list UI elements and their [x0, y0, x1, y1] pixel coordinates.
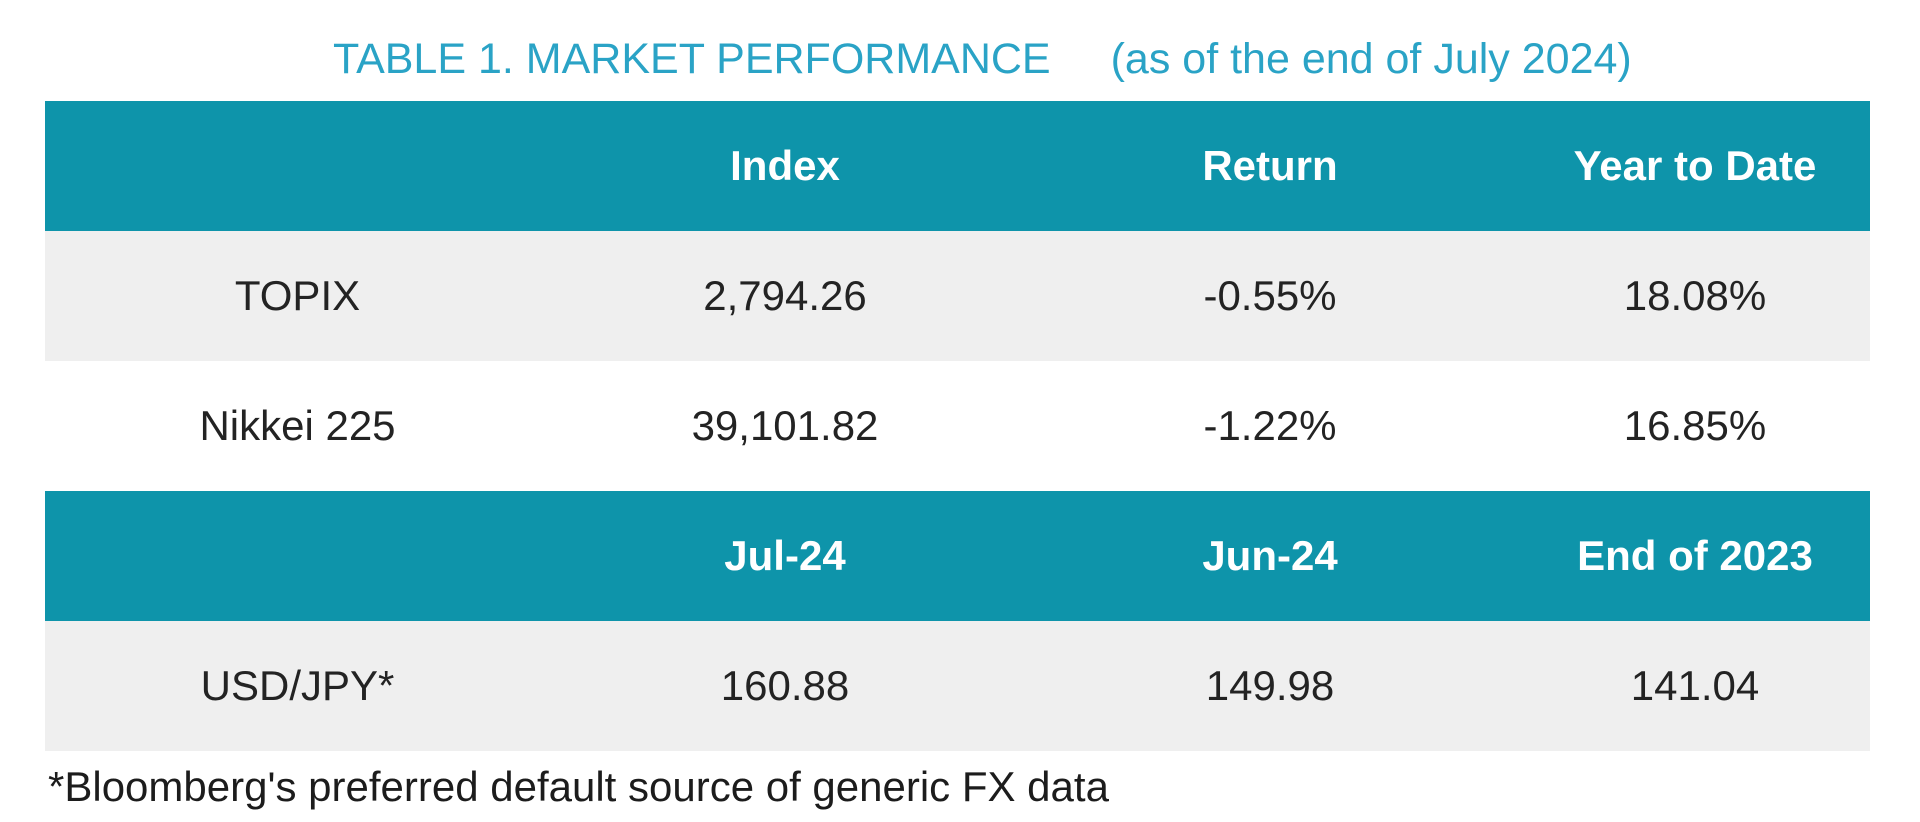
- fx-header-jun24: Jun-24: [1202, 532, 1338, 579]
- nikkei-label: Nikkei 225: [199, 402, 396, 449]
- nikkei-index-value: 39,101.82: [691, 402, 879, 449]
- nikkei-return-value: -1.22%: [1203, 402, 1337, 449]
- index-header-return: Return: [1202, 142, 1338, 189]
- market-performance-table: Index Return Year to Date TOPIX 2,794.26…: [45, 101, 1870, 751]
- footnote: *Bloomberg's preferred default source of…: [48, 763, 1109, 810]
- table-title-main: TABLE 1. MARKET PERFORMANCE: [333, 35, 1051, 83]
- fx-header-row: Jul-24 Jun-24 End of 2023: [45, 491, 1870, 621]
- index-header-index: Index: [730, 142, 840, 189]
- table-title: TABLE 1. MARKET PERFORMANCE (as of the en…: [333, 36, 1632, 82]
- table-row-nikkei225: Nikkei 225 39,101.82 -1.22% 16.85%: [45, 361, 1870, 491]
- usdjpy-label: USD/JPY*: [200, 662, 395, 709]
- table-title-asof: (as of the end of July 2024): [1110, 35, 1632, 83]
- table-row-usdjpy: USD/JPY* 160.88 149.98 141.04: [45, 621, 1870, 751]
- topix-index-value: 2,794.26: [703, 272, 867, 319]
- fx-header-jul24: Jul-24: [724, 532, 846, 579]
- usdjpy-jul24-value: 160.88: [720, 662, 850, 709]
- topix-label: TOPIX: [234, 272, 361, 319]
- index-header-row: Index Return Year to Date: [45, 101, 1870, 231]
- table-row-topix: TOPIX 2,794.26 -0.55% 18.08%: [45, 231, 1870, 361]
- topix-ytd-value: 18.08%: [1623, 272, 1767, 319]
- topix-return-value: -0.55%: [1203, 272, 1337, 319]
- fx-header-end2023: End of 2023: [1577, 532, 1813, 579]
- index-header-ytd: Year to Date: [1573, 142, 1817, 189]
- usdjpy-jun24-value: 149.98: [1205, 662, 1335, 709]
- nikkei-ytd-value: 16.85%: [1623, 402, 1767, 449]
- usdjpy-end2023-value: 141.04: [1630, 662, 1760, 709]
